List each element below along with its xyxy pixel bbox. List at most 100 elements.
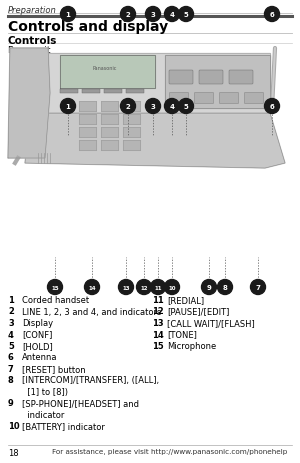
Circle shape	[178, 99, 194, 114]
Circle shape	[164, 7, 179, 22]
Text: Preparation: Preparation	[8, 6, 57, 15]
Text: 14: 14	[152, 330, 164, 339]
Text: 9: 9	[8, 399, 14, 407]
Text: Corded handset: Corded handset	[22, 295, 89, 304]
Text: 1: 1	[8, 295, 14, 304]
Text: For assistance, please visit http://www.panasonic.com/phonehelp: For assistance, please visit http://www.…	[52, 448, 287, 454]
Circle shape	[121, 99, 136, 114]
Text: 4: 4	[8, 330, 14, 339]
Text: Controls and display: Controls and display	[8, 20, 168, 34]
Text: [REDIAL]: [REDIAL]	[167, 295, 204, 304]
Text: 4: 4	[169, 12, 175, 18]
Text: 10: 10	[8, 422, 20, 431]
Text: 12: 12	[152, 307, 164, 316]
Circle shape	[265, 99, 280, 114]
Text: 14: 14	[88, 285, 96, 290]
Circle shape	[250, 280, 266, 295]
FancyBboxPatch shape	[123, 128, 141, 138]
FancyBboxPatch shape	[220, 94, 238, 104]
Text: 4: 4	[169, 104, 175, 110]
Circle shape	[146, 99, 160, 114]
Text: 18: 18	[8, 448, 19, 457]
Text: 3: 3	[151, 104, 155, 110]
Text: 1: 1	[66, 104, 70, 110]
Text: Display: Display	[22, 319, 53, 327]
FancyBboxPatch shape	[126, 90, 144, 94]
Text: 13: 13	[152, 319, 164, 327]
Polygon shape	[30, 54, 270, 114]
Circle shape	[61, 7, 76, 22]
FancyBboxPatch shape	[101, 102, 119, 113]
Text: 2: 2	[126, 12, 130, 18]
Text: [BATTERY] indicator: [BATTERY] indicator	[22, 422, 105, 431]
FancyBboxPatch shape	[123, 141, 141, 151]
Text: 9: 9	[207, 284, 212, 290]
Text: 8: 8	[8, 375, 14, 385]
Circle shape	[61, 99, 76, 114]
Text: 15: 15	[51, 285, 59, 290]
FancyBboxPatch shape	[79, 141, 97, 151]
Text: [HOLD]: [HOLD]	[22, 341, 53, 350]
Text: 5: 5	[184, 104, 188, 110]
Text: 7: 7	[8, 364, 14, 373]
Text: [TONE]: [TONE]	[167, 330, 197, 339]
Text: [CONF]: [CONF]	[22, 330, 52, 339]
Polygon shape	[25, 114, 285, 169]
Text: 7: 7	[256, 284, 260, 290]
Text: [SP-PHONE]/[HEADSET] and: [SP-PHONE]/[HEADSET] and	[22, 399, 139, 407]
FancyBboxPatch shape	[79, 128, 97, 138]
Circle shape	[164, 280, 179, 295]
Text: [PAUSE]/[EDIT]: [PAUSE]/[EDIT]	[167, 307, 230, 316]
Text: Microphone: Microphone	[167, 341, 216, 350]
Text: [CALL WAIT]/[FLASH]: [CALL WAIT]/[FLASH]	[167, 319, 255, 327]
Circle shape	[151, 280, 166, 295]
FancyBboxPatch shape	[101, 115, 119, 125]
Text: 12: 12	[140, 285, 148, 290]
Polygon shape	[8, 49, 50, 159]
FancyBboxPatch shape	[82, 90, 100, 94]
Circle shape	[146, 7, 160, 22]
Text: 6: 6	[270, 12, 274, 18]
Text: 3: 3	[8, 319, 14, 327]
Circle shape	[118, 280, 134, 295]
Polygon shape	[165, 56, 270, 109]
Text: 6: 6	[270, 104, 274, 110]
Text: Base unit: Base unit	[8, 46, 50, 55]
Circle shape	[218, 280, 232, 295]
FancyBboxPatch shape	[79, 102, 97, 113]
Text: 15: 15	[152, 341, 164, 350]
Text: 2: 2	[8, 307, 14, 316]
Text: 10: 10	[168, 285, 176, 290]
FancyBboxPatch shape	[60, 90, 78, 94]
Text: 1: 1	[66, 12, 70, 18]
FancyBboxPatch shape	[79, 115, 97, 125]
Text: Controls: Controls	[8, 36, 57, 46]
Text: [RESET] button: [RESET] button	[22, 364, 85, 373]
FancyBboxPatch shape	[199, 71, 223, 85]
Text: 11: 11	[154, 285, 162, 290]
Text: 5: 5	[184, 12, 188, 18]
FancyBboxPatch shape	[101, 141, 119, 151]
Text: 2: 2	[126, 104, 130, 110]
FancyBboxPatch shape	[194, 94, 214, 104]
Text: indicator: indicator	[22, 410, 64, 419]
Text: 8: 8	[223, 284, 227, 290]
Text: 3: 3	[151, 12, 155, 18]
Polygon shape	[60, 56, 155, 89]
Circle shape	[47, 280, 62, 295]
Circle shape	[265, 7, 280, 22]
FancyBboxPatch shape	[169, 71, 193, 85]
Text: LINE 1, 2, 3 and 4, and indicators: LINE 1, 2, 3 and 4, and indicators	[22, 307, 161, 316]
Circle shape	[178, 7, 194, 22]
Text: [1] to [8]): [1] to [8])	[22, 387, 68, 396]
FancyBboxPatch shape	[123, 115, 141, 125]
FancyBboxPatch shape	[244, 94, 263, 104]
FancyBboxPatch shape	[123, 102, 141, 113]
Text: [INTERCOM]/[TRANSFER], ([ALL],: [INTERCOM]/[TRANSFER], ([ALL],	[22, 375, 159, 385]
Text: 5: 5	[8, 341, 14, 350]
FancyBboxPatch shape	[169, 94, 188, 104]
Circle shape	[164, 99, 179, 114]
Text: Antenna: Antenna	[22, 353, 58, 362]
FancyBboxPatch shape	[229, 71, 253, 85]
Text: 6: 6	[8, 353, 14, 362]
